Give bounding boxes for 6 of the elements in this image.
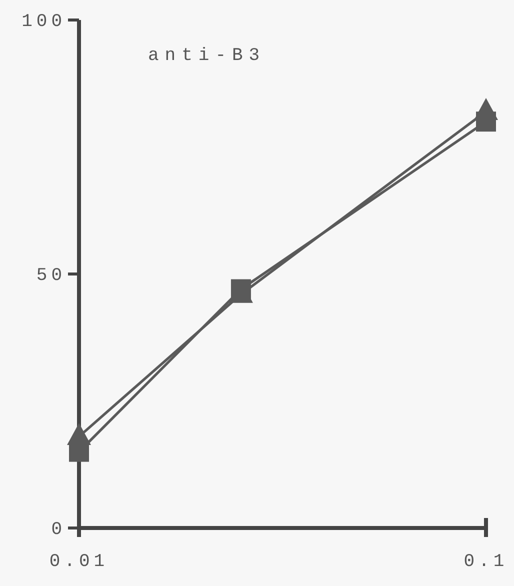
y-tick-label: 0 bbox=[51, 520, 66, 540]
x-tick-label: 0.01 bbox=[49, 552, 109, 572]
x-tick-label: 0.1 bbox=[464, 552, 508, 572]
y-tick-label: 50 bbox=[36, 266, 66, 286]
text: anti-B3 bbox=[148, 46, 266, 66]
y-tick-label: 100 bbox=[22, 12, 66, 32]
